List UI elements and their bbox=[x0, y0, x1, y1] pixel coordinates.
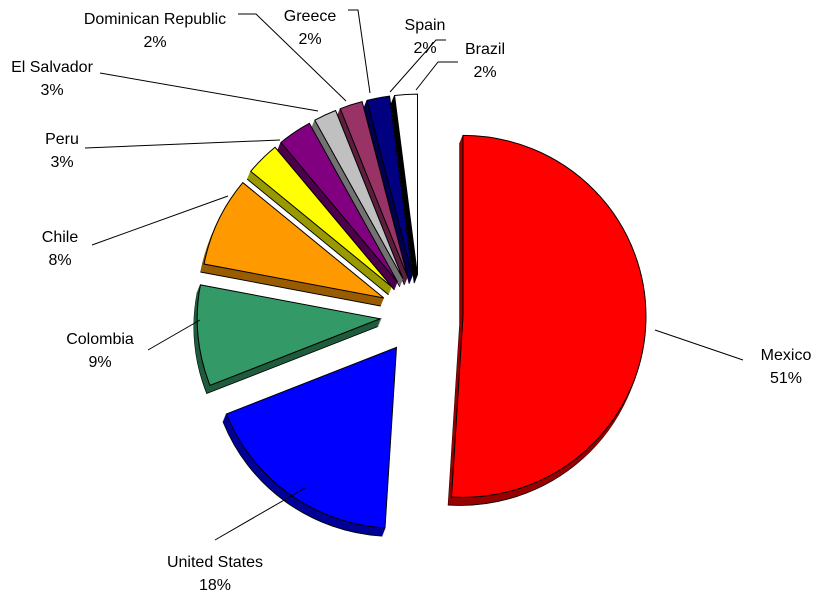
slice-dominican-republic bbox=[310, 109, 404, 288]
slice-top bbox=[339, 101, 409, 278]
slice-top bbox=[393, 93, 418, 276]
slice-label: Brazil bbox=[465, 41, 505, 58]
leader-line bbox=[147, 319, 201, 351]
slice-percent-label: 2% bbox=[143, 34, 166, 51]
slice-top bbox=[196, 284, 382, 387]
leader-line bbox=[99, 72, 319, 112]
slice-percent-label: 18% bbox=[199, 577, 231, 594]
slice-top bbox=[450, 134, 647, 498]
slice-percent-label: 2% bbox=[413, 40, 436, 57]
leader-line bbox=[654, 329, 744, 361]
slice-top bbox=[203, 181, 385, 299]
slice-top bbox=[314, 109, 404, 280]
slice-el-salvador bbox=[276, 122, 398, 291]
slice-percent-label: 8% bbox=[48, 252, 71, 269]
leader-line bbox=[348, 9, 371, 94]
slice-label: United States bbox=[167, 554, 263, 571]
slice-label: Peru bbox=[45, 131, 79, 148]
slice-united-states bbox=[222, 346, 398, 537]
slice-mexico bbox=[447, 134, 647, 506]
slice-percent-label: 3% bbox=[50, 154, 73, 171]
leader-line bbox=[238, 13, 347, 102]
slice-peru bbox=[246, 146, 393, 296]
slice-top bbox=[280, 122, 398, 283]
slice-percent-label: 2% bbox=[473, 64, 496, 81]
slice-percent-label: 3% bbox=[40, 82, 63, 99]
slice-label: Colombia bbox=[66, 331, 134, 348]
slice-colombia bbox=[193, 284, 382, 395]
slice-top bbox=[366, 95, 414, 276]
slice-top bbox=[225, 346, 398, 529]
leader-line bbox=[84, 139, 281, 149]
leader-line bbox=[214, 487, 306, 541]
slice-label: Chile bbox=[42, 229, 79, 246]
slice-percent-label: 2% bbox=[298, 31, 321, 48]
leader-line bbox=[91, 195, 229, 246]
slice-percent-label: 51% bbox=[770, 370, 802, 387]
slice-top bbox=[250, 146, 393, 288]
slice-chile bbox=[200, 181, 385, 307]
slice-label: Spain bbox=[405, 17, 446, 34]
slice-label: Greece bbox=[284, 8, 337, 25]
slice-label: Mexico bbox=[761, 347, 812, 364]
leader-line bbox=[415, 61, 458, 91]
slice-brazil bbox=[390, 93, 418, 284]
slice-percent-label: 9% bbox=[88, 354, 111, 371]
slice-label: Dominican Republic bbox=[84, 11, 226, 28]
slice-label: El Salvador bbox=[11, 59, 93, 76]
leader-line bbox=[389, 39, 446, 93]
